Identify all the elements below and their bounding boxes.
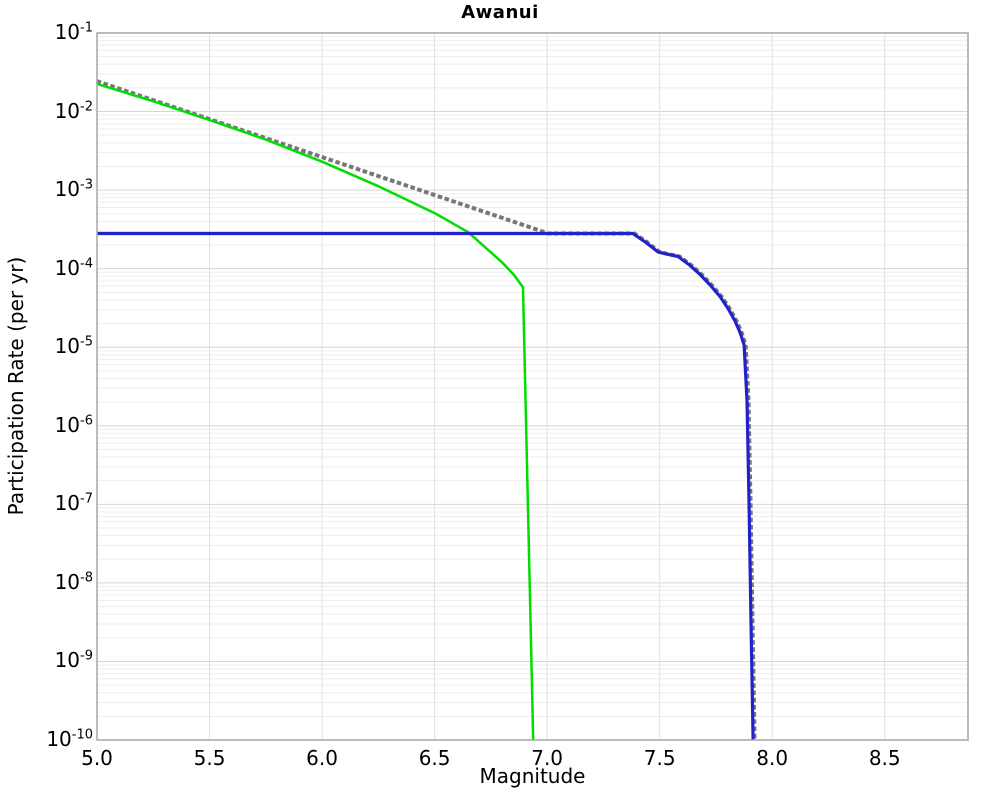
plot-area	[97, 33, 968, 740]
x-tick-label: 7.0	[531, 746, 564, 770]
y-tick-label: 10-10	[46, 727, 93, 752]
x-tick-label: 8.5	[868, 746, 901, 770]
x-axis-label: Magnitude	[479, 764, 586, 788]
y-tick-label: 10-8	[54, 569, 93, 594]
y-tick-label: 10-2	[54, 98, 93, 123]
y-tick-label: 10-9	[54, 648, 93, 673]
y-tick-label: 10-7	[54, 491, 93, 516]
y-tick-label: 10-5	[54, 334, 93, 359]
x-tick-label: 8.0	[756, 746, 789, 770]
chart-title: Awanui	[461, 2, 539, 23]
x-tick-label: 7.5	[643, 746, 676, 770]
series-green-curve	[96, 82, 535, 741]
x-tick-label: 5.0	[81, 746, 113, 770]
y-tick-label: 10-4	[54, 255, 93, 280]
y-axis-label: Participation Rate (per yr)	[4, 256, 28, 516]
x-tick-label: 6.5	[418, 746, 451, 770]
series-blue-curve	[97, 231, 755, 741]
y-tick-label: 10-6	[54, 412, 93, 437]
x-tick-label: 5.5	[193, 746, 226, 770]
y-tick-label: 10-3	[54, 177, 93, 202]
plot-border	[96, 32, 969, 741]
x-tick-label: 6.0	[306, 746, 338, 770]
y-tick-label: 10-1	[54, 20, 93, 45]
